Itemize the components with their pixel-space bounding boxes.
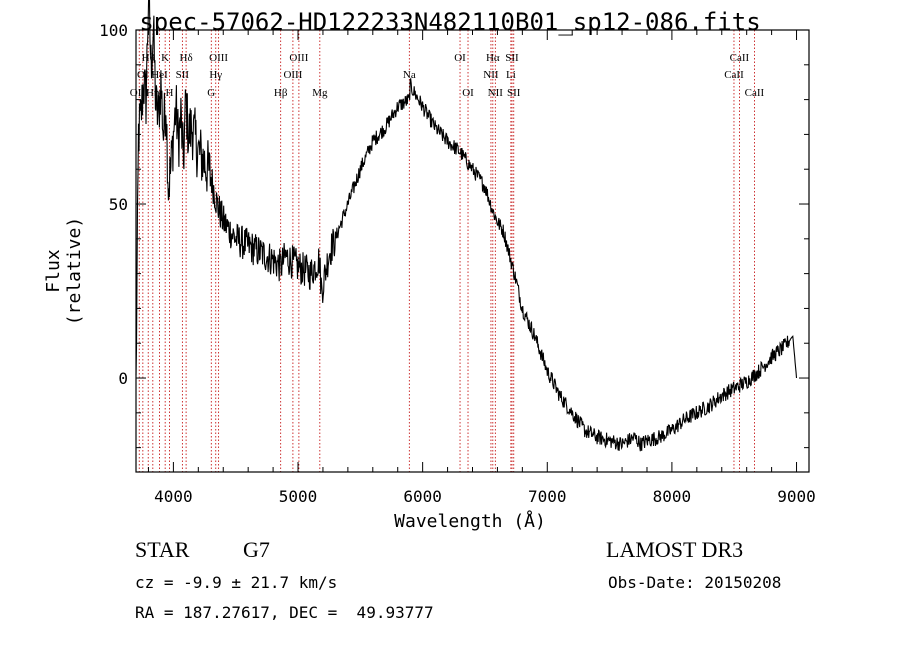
line-marker-label-8: H <box>166 87 174 99</box>
line-marker-label-4: HeI <box>151 69 168 81</box>
line-marker-label-18: OI <box>462 87 474 99</box>
obs-date-text: Obs-Date: 20150208 <box>608 573 782 592</box>
redshift-text: cz = -9.9 ± 21.7 km/s <box>135 573 338 592</box>
line-marker-label-7: SII <box>176 69 190 81</box>
line-marker-label-22: SII <box>505 52 519 64</box>
object-class: STAR <box>135 537 190 562</box>
line-marker-label-9: OIII <box>209 52 228 64</box>
y-axis-ticks: 0 50 100 <box>99 21 809 449</box>
line-marker-label-13: OIII <box>283 69 302 81</box>
line-marker-label-6: Hδ <box>180 52 193 64</box>
line-marker-label-14: Hβ <box>274 87 288 99</box>
line-marker-label-17: OI <box>454 52 466 64</box>
spectrum-series-line <box>135 0 798 452</box>
line-marker-label-12: OIII <box>289 52 308 64</box>
survey-name: LAMOST DR3 <box>606 537 744 562</box>
line-marker-label-20: NII <box>483 69 499 81</box>
y-axis-label: Flux (relative) <box>43 216 85 326</box>
line-marker-label-15: Mg <box>312 87 328 99</box>
x-tick-label-6000: 6000 <box>403 487 442 506</box>
y-tick-label-50: 50 <box>109 195 128 214</box>
x-axis-label: Wavelength (Å) <box>394 511 546 532</box>
x-tick-label-8000: 8000 <box>653 487 692 506</box>
line-marker-label-16: Na <box>403 69 416 81</box>
object-subclass: G7 <box>243 537 270 562</box>
line-marker-label-21: NII <box>488 87 504 99</box>
line-marker-label-26: CaII <box>724 69 744 81</box>
line-marker-label-25: CaII <box>730 52 750 64</box>
line-marker-label-23: Li <box>506 69 516 81</box>
x-tick-label-5000: 5000 <box>279 487 318 506</box>
line-marker-label-24: SII <box>507 87 521 99</box>
coordinates-text: RA = 187.27617, DEC = 49.93777 <box>135 603 434 622</box>
y-tick-label-100: 100 <box>99 21 128 40</box>
line-marker-label-19: Hα <box>486 52 500 64</box>
x-tick-label-4000: 4000 <box>154 487 193 506</box>
emission-line-markers <box>138 30 755 472</box>
y-tick-label-0: 0 <box>118 369 128 388</box>
line-marker-label-1: OI <box>137 69 149 81</box>
line-marker-label-3: K <box>161 52 169 64</box>
line-marker-label-11: G <box>207 87 215 99</box>
x-axis-ticks: 4000 5000 6000 7000 8000 9000 <box>147 30 816 506</box>
chart-title: spec-57062-HD122233N482110B01_sp12-086.f… <box>139 8 761 36</box>
line-marker-label-27: CaII <box>745 87 765 99</box>
line-marker-label-10: Hγ <box>209 69 222 81</box>
x-tick-label-7000: 7000 <box>528 487 567 506</box>
x-tick-label-9000: 9000 <box>777 487 816 506</box>
